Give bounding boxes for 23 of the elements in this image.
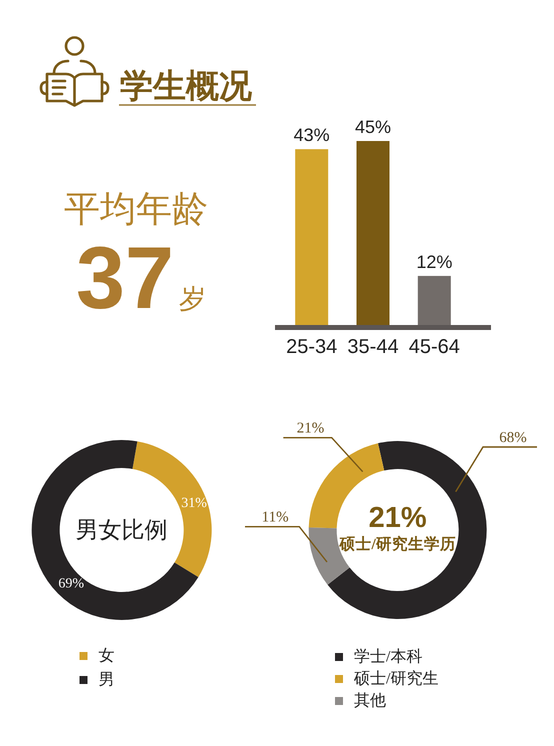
- text: 硕士/研究生学历: [338, 535, 456, 553]
- text: 37: [76, 228, 174, 327]
- text: 岁: [178, 284, 206, 314]
- legend-label: 男: [98, 672, 114, 688]
- legend-label: 硕士/研究生: [353, 670, 438, 688]
- data-label: 69%: [58, 576, 84, 592]
- data-label: 21%: [296, 420, 324, 437]
- x-tick-label: 45-64: [408, 336, 460, 358]
- data-label: 31%: [181, 496, 208, 512]
- text: 21%: [368, 502, 427, 534]
- x-tick-label: 25-34: [286, 336, 338, 358]
- data-label: 45%: [354, 117, 392, 137]
- legend-label: 女: [98, 648, 114, 664]
- text: 男女比例: [76, 518, 168, 542]
- text: 平均年龄: [64, 188, 208, 229]
- legend-label: 学士/本科: [354, 648, 422, 666]
- data-label: 11%: [262, 510, 289, 526]
- data-label: 68%: [499, 430, 527, 446]
- data-label: 43%: [294, 125, 330, 146]
- legend-label: 其他: [354, 692, 386, 710]
- text: 学生概况: [120, 67, 253, 104]
- x-tick-label: 35-44: [347, 336, 399, 358]
- data-label: 12%: [416, 252, 452, 272]
